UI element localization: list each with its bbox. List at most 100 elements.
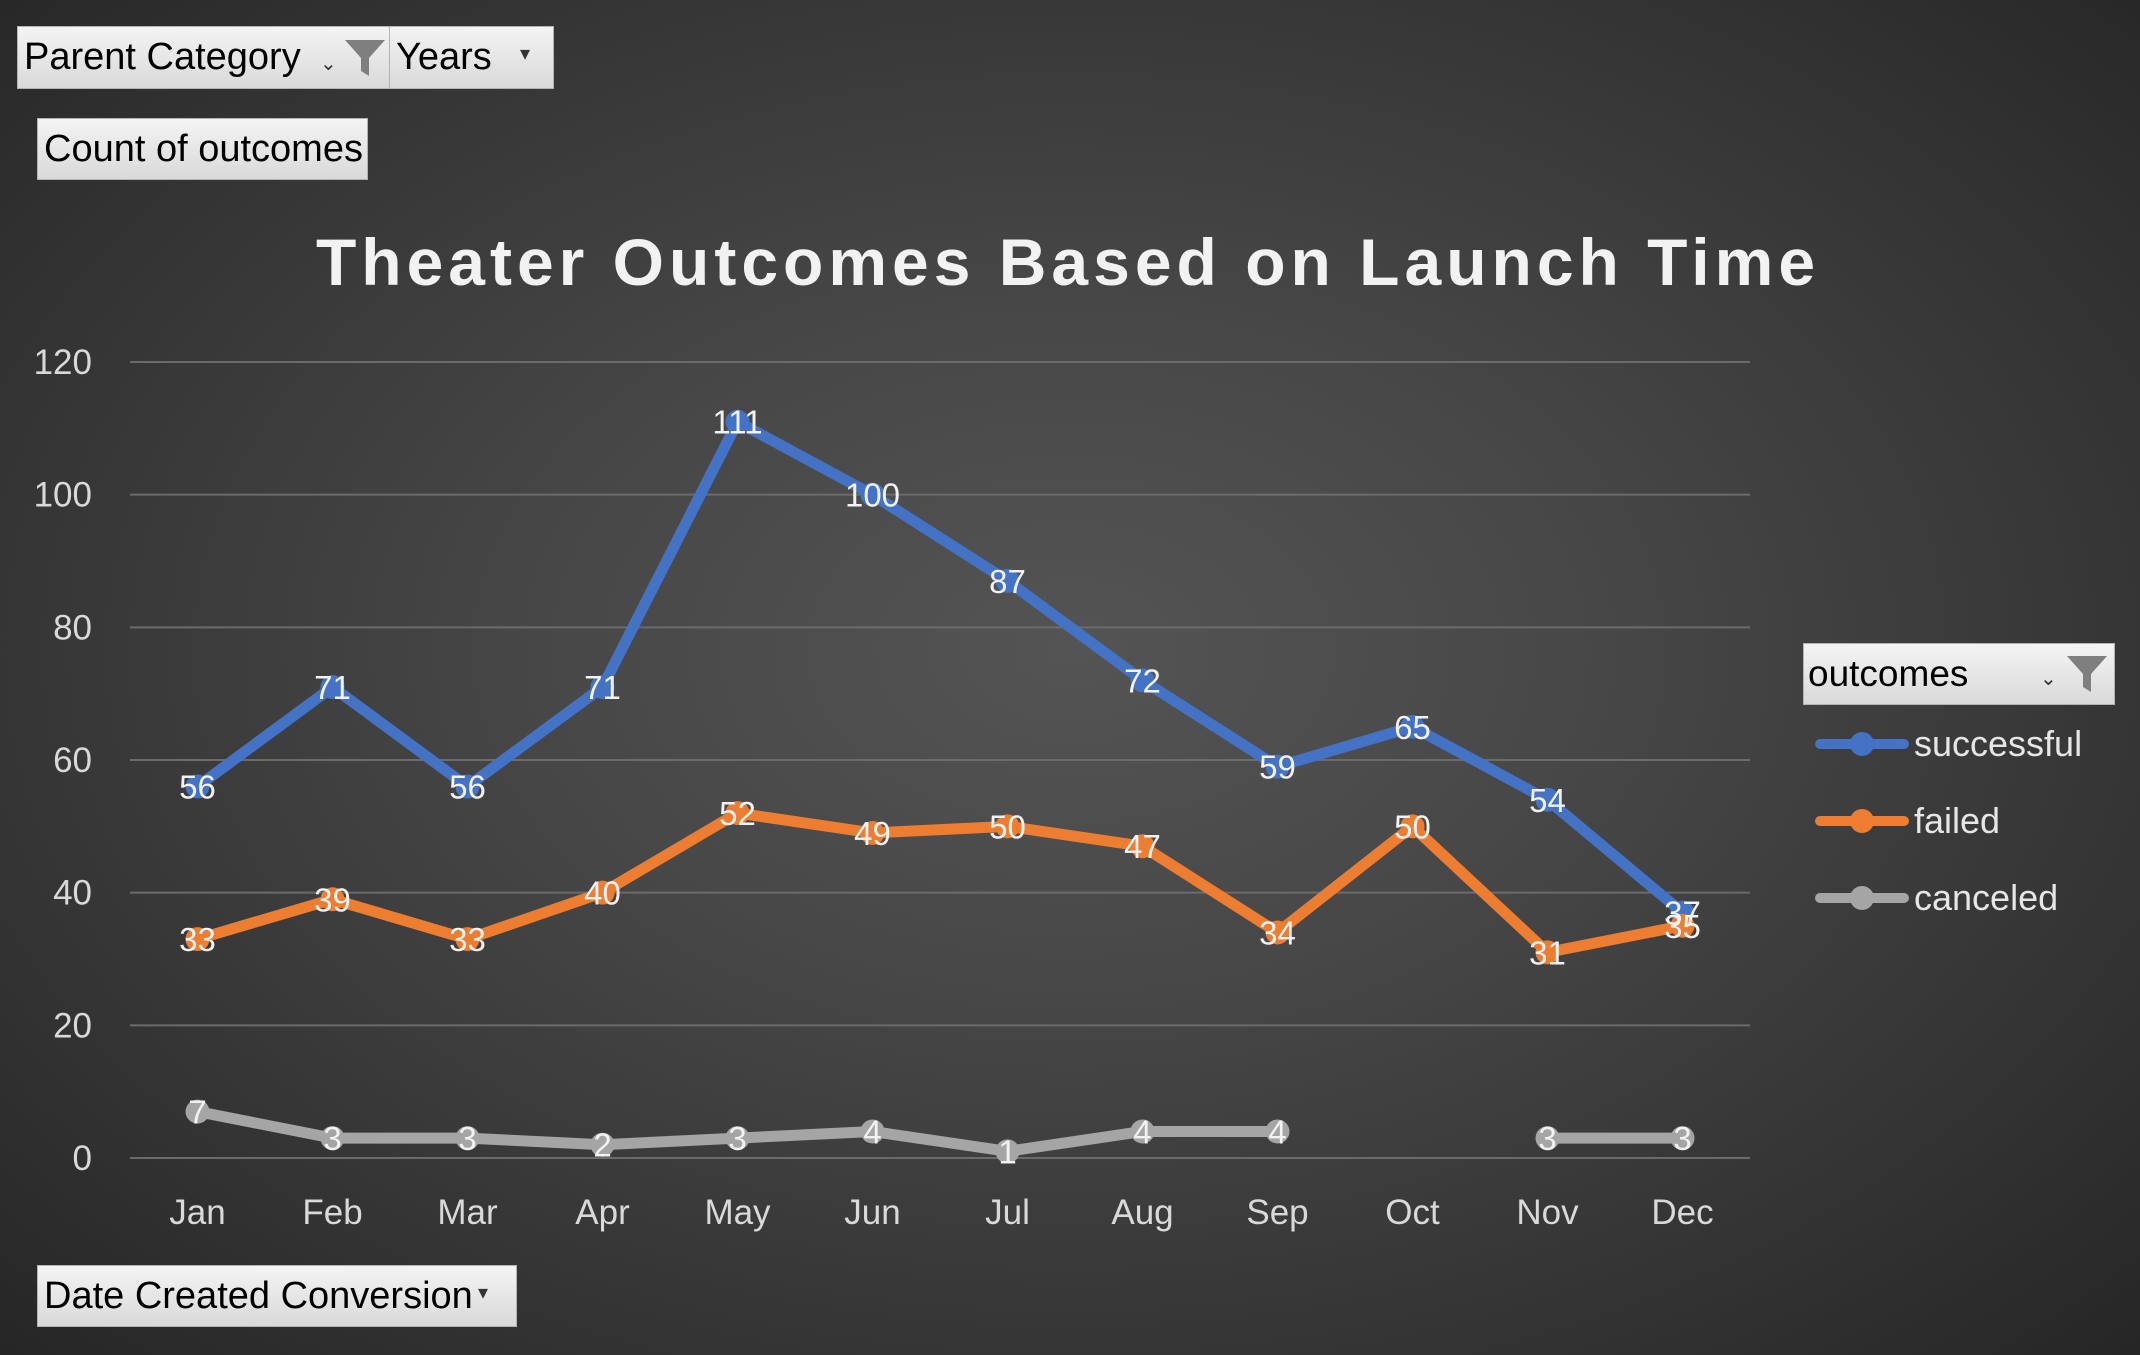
legend-item-successful[interactable]: successful <box>1803 705 2115 782</box>
y-tick-label: 0 <box>73 1139 92 1178</box>
failed-data-label: 35 <box>1664 908 1701 945</box>
failed-point <box>1400 814 1425 839</box>
successful-point <box>860 482 885 507</box>
failed-point <box>185 927 210 952</box>
canceled-point <box>995 1139 1020 1164</box>
canceled-data-label: 3 <box>1538 1120 1556 1157</box>
canceled-point <box>860 1119 885 1144</box>
legend-label-successful: successful <box>1914 722 2083 764</box>
successful-data-label: 72 <box>1124 662 1161 699</box>
y-tick-label: 20 <box>53 1006 92 1045</box>
dropdown-arrow-icon: ▾ <box>520 43 531 65</box>
dropdown-arrow-icon: ⌄ <box>320 53 337 75</box>
years-filter-button[interactable]: Years ▾ <box>389 26 554 89</box>
failed-point <box>725 801 750 826</box>
canceled-data-label: 3 <box>728 1120 746 1157</box>
canceled-point <box>1670 1126 1695 1151</box>
legend-label-canceled: canceled <box>1914 876 2059 918</box>
date-created-conversion-label: Date Created Conversion <box>44 1274 473 1317</box>
failed-point <box>1535 940 1560 965</box>
legend-swatch-failed <box>1815 808 1909 833</box>
y-tick-label: 100 <box>34 476 92 515</box>
canceled-point <box>320 1126 345 1151</box>
canceled-data-label: 3 <box>458 1120 476 1157</box>
successful-series-line <box>192 416 1688 919</box>
outcomes-filter-button[interactable]: outcomes ⌄ <box>1803 643 2115 705</box>
successful-point <box>320 675 345 700</box>
x-axis: Jan Feb Mar Apr May Jun Jul Aug Sep Oct Nov Dec <box>169 1193 1713 1232</box>
y-axis: 0 20 40 60 80 100 120 <box>34 343 92 1178</box>
canceled-data-label: 1 <box>998 1133 1016 1170</box>
failed-data-label: 52 <box>719 795 756 832</box>
canceled-point <box>1265 1119 1290 1144</box>
failed-data-label: 33 <box>179 921 216 958</box>
successful-data-label: 56 <box>179 769 216 806</box>
x-tick-label: Dec <box>1651 1193 1713 1232</box>
failed-point <box>1265 920 1290 945</box>
successful-data-label: 71 <box>314 669 351 706</box>
failed-point <box>590 880 615 905</box>
failed-data-label: 40 <box>584 875 621 912</box>
successful-data-label: 87 <box>989 563 1026 600</box>
x-tick-label: May <box>704 1193 771 1232</box>
date-created-conversion-field-button[interactable]: Date Created Conversion ▾ <box>37 1265 517 1327</box>
failed-series-line <box>192 807 1688 958</box>
x-tick-label: Sep <box>1246 1193 1308 1232</box>
parent-category-filter-button[interactable]: Parent Category ⌄ <box>17 26 390 89</box>
canceled-data-label: 4 <box>1133 1113 1151 1150</box>
canceled-data-label: 7 <box>188 1094 206 1131</box>
legend-item-failed[interactable]: failed <box>1803 782 2115 859</box>
canceled-point <box>590 1132 615 1157</box>
filter-funnel-icon <box>2067 656 2107 692</box>
y-tick-label: 40 <box>53 874 92 913</box>
canceled-point <box>725 1126 750 1151</box>
failed-point <box>1670 913 1695 938</box>
successful-point <box>1400 714 1425 739</box>
successful-point <box>1130 668 1155 693</box>
parent-category-label: Parent Category <box>24 36 301 78</box>
filter-funnel-icon <box>345 40 385 76</box>
y-tick-label: 60 <box>53 741 92 780</box>
failed-point <box>455 927 480 952</box>
failed-point <box>320 887 345 912</box>
successful-point <box>725 409 750 434</box>
legend-swatch-successful <box>1815 731 1909 756</box>
successful-data-label: 56 <box>449 769 486 806</box>
canceled-point <box>455 1126 480 1151</box>
x-tick-label: Mar <box>437 1193 498 1232</box>
failed-data-label: 47 <box>1124 828 1161 865</box>
legend-item-canceled[interactable]: canceled <box>1803 859 2115 936</box>
failed-point <box>995 814 1020 839</box>
failed-data-label: 50 <box>989 808 1026 845</box>
canceled-data-label: 4 <box>1268 1113 1286 1150</box>
count-of-outcomes-label: Count of outcomes <box>44 127 363 170</box>
successful-data-label: 65 <box>1394 709 1431 746</box>
failed-point <box>860 820 885 845</box>
failed-data-label: 33 <box>449 921 486 958</box>
x-tick-label: Jun <box>844 1193 900 1232</box>
x-tick-label: Feb <box>302 1193 362 1232</box>
failed-data-label: 31 <box>1529 934 1566 971</box>
successful-point <box>185 774 210 799</box>
successful-data-label: 37 <box>1664 895 1701 932</box>
successful-point <box>1535 787 1560 812</box>
gridlines <box>130 361 1750 1159</box>
x-tick-label: Nov <box>1516 1193 1579 1232</box>
failed-data-label: 50 <box>1394 808 1431 845</box>
failed-data-label: 49 <box>854 815 891 852</box>
count-of-outcomes-field-button[interactable]: Count of outcomes <box>37 118 368 180</box>
successful-data-label: 54 <box>1529 782 1566 819</box>
successful-point <box>590 675 615 700</box>
failed-data-label: 39 <box>314 881 351 918</box>
legend: outcomes ⌄ successful failed canceled <box>1803 643 2115 936</box>
successful-data-label: 59 <box>1259 749 1296 786</box>
canceled-data-label: 4 <box>863 1113 881 1150</box>
successful-point <box>1265 754 1290 779</box>
failed-data-label: 34 <box>1259 914 1296 951</box>
x-tick-label: Apr <box>575 1193 630 1232</box>
legend-swatch-canceled <box>1815 885 1909 910</box>
canceled-data-label: 2 <box>593 1127 611 1164</box>
x-tick-label: Jul <box>985 1193 1030 1232</box>
